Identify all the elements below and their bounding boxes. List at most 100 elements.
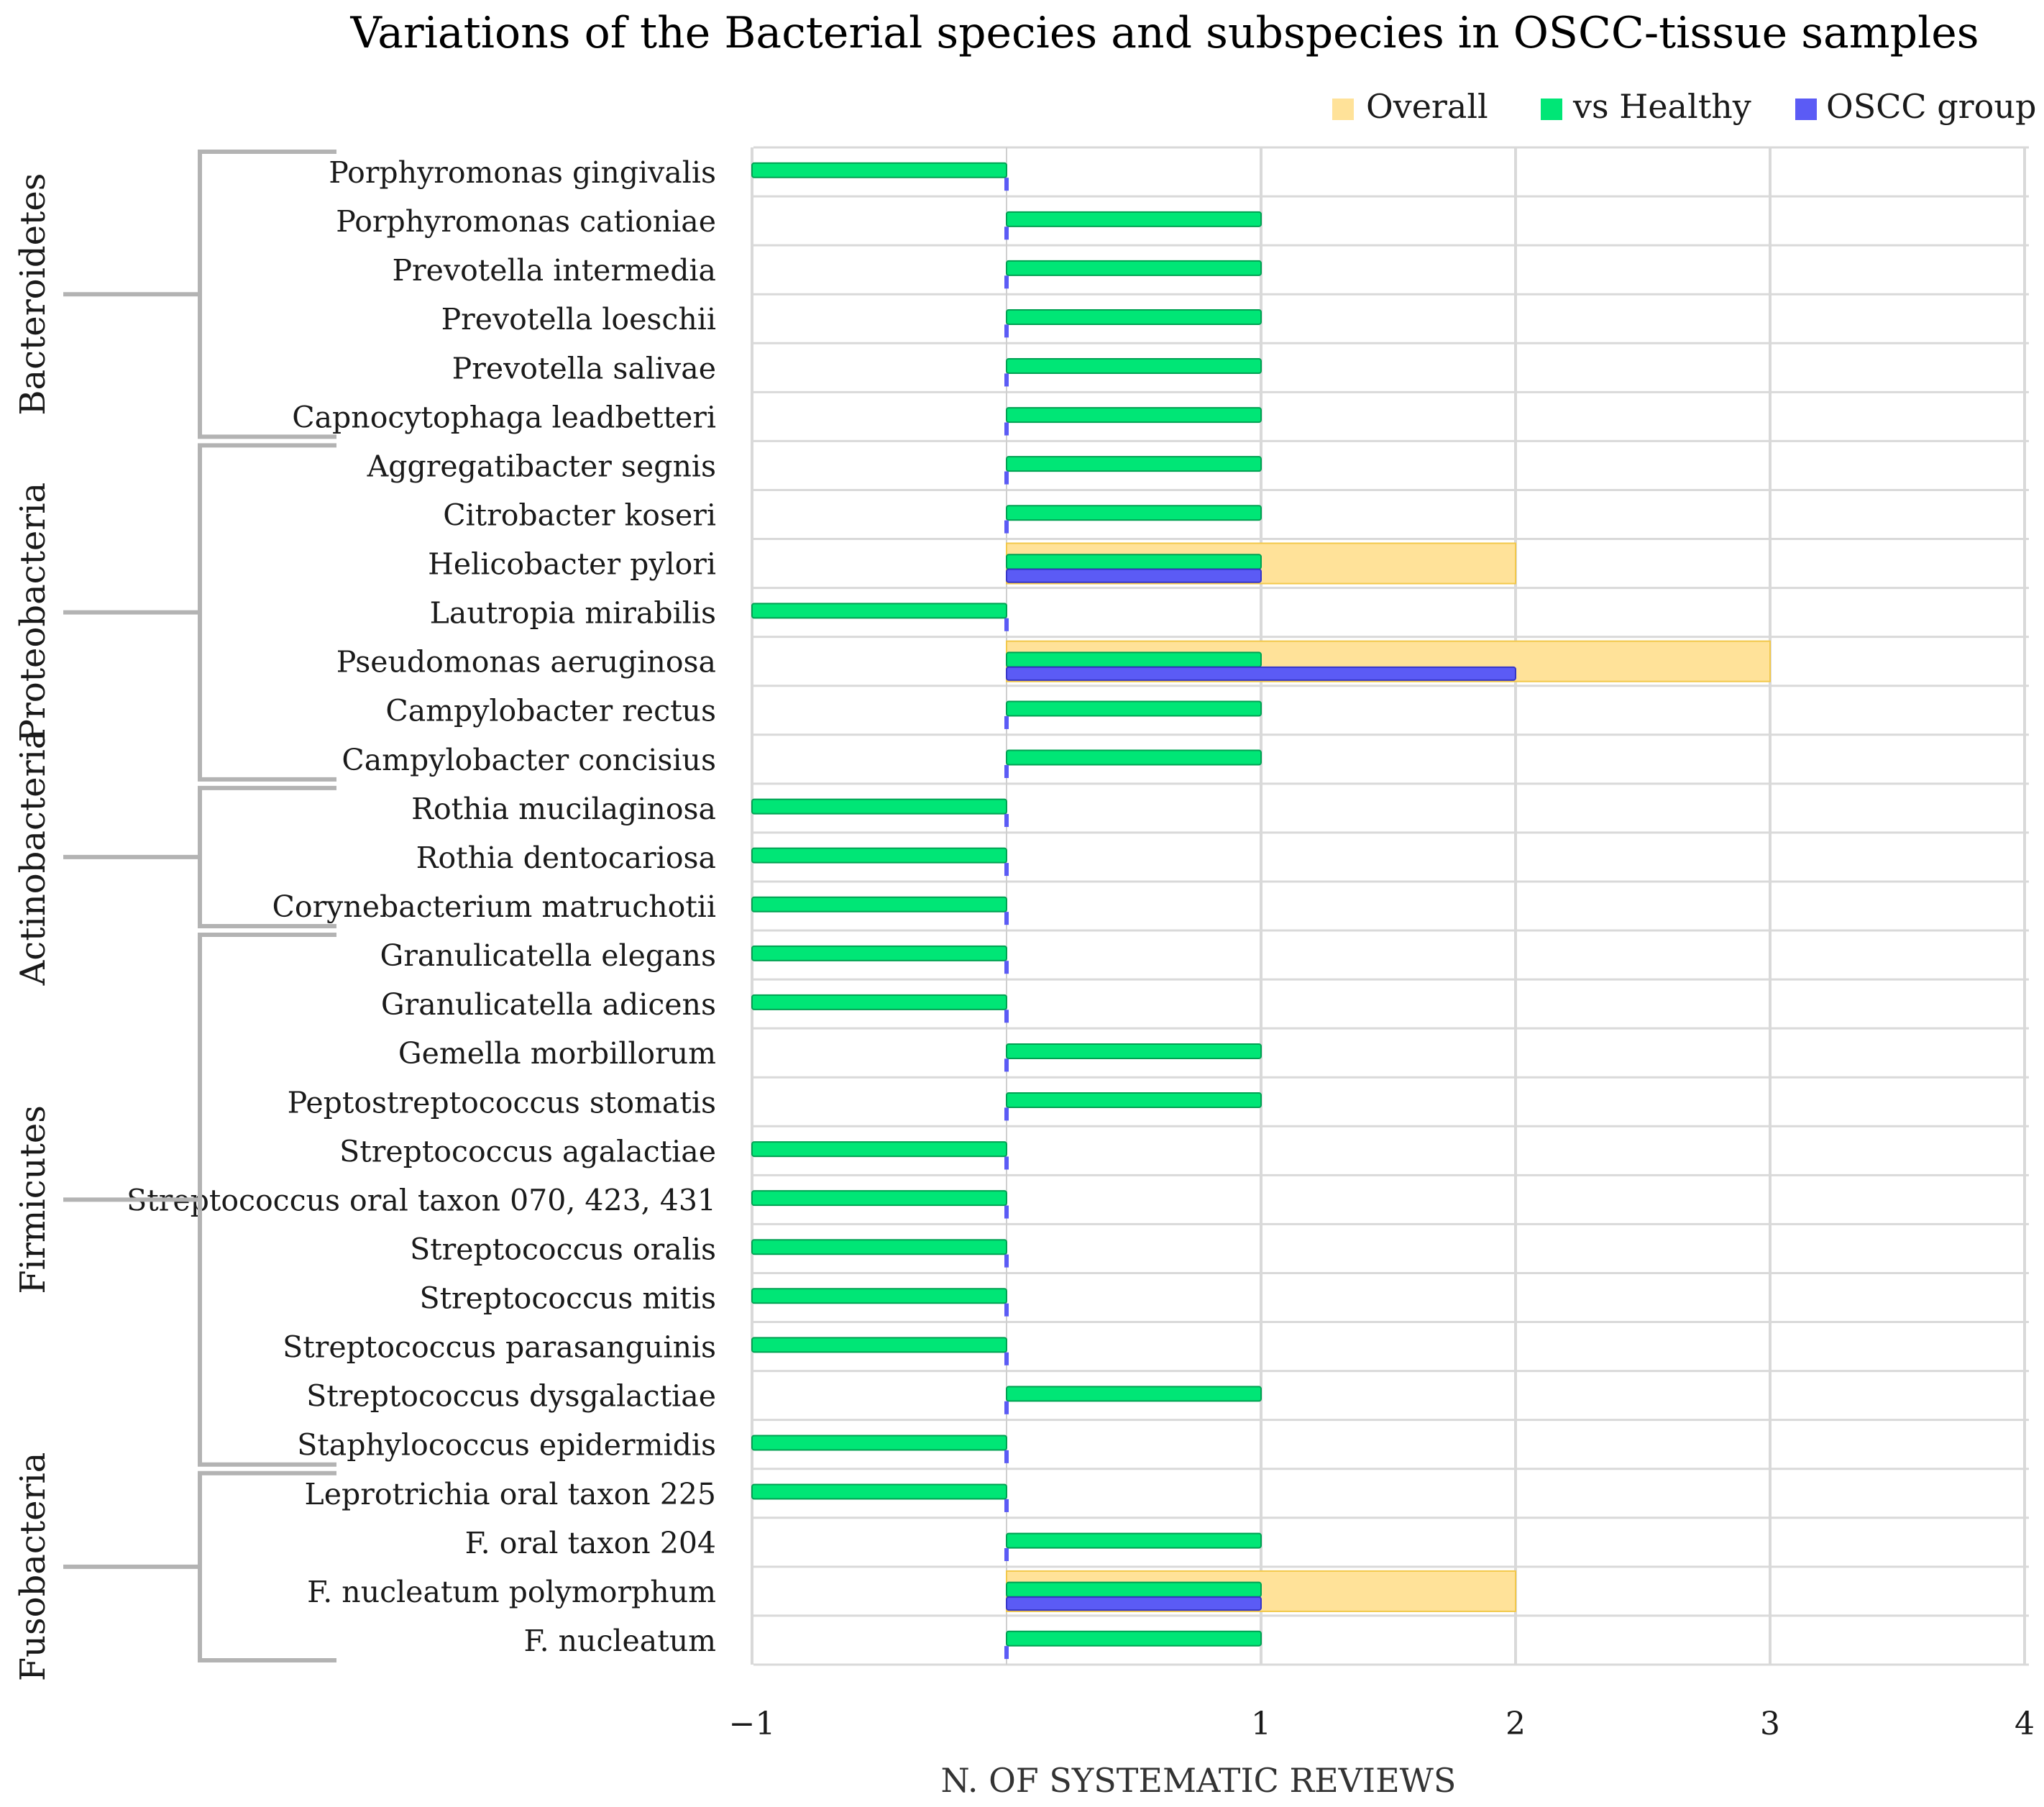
bar-vs-healthy-prevotella-loeschii [1006, 308, 1262, 325]
bar-vs-healthy-streptococcus-parasanguinis [751, 1337, 1007, 1353]
category-label-gemella-morbillorum: Gemella morbillorum [398, 1036, 716, 1071]
bar-oscc-group-streptococcus-parasanguinis [1004, 1352, 1009, 1365]
category-label-corynebacterium-matruchotii: Corynebacterium matruchotii [272, 889, 716, 924]
bar-oscc-group-staphylococcus-epidermidis [1004, 1450, 1009, 1463]
category-label-porphyromonas-cationiae: Porphyromonas cationiae [336, 204, 716, 239]
bar-oscc-group-campylobacter-rectus [1004, 715, 1009, 729]
category-label-streptococcus-dysgalactiae: Streptococcus dysgalactiae [306, 1379, 716, 1414]
category-label-f-oral-taxon-204: F. oral taxon 204 [465, 1526, 716, 1560]
bar-oscc-group-prevotella-loeschii [1004, 324, 1009, 338]
category-label-citrobacter-koseri: Citrobacter koseri [443, 498, 716, 532]
bar-vs-healthy-prevotella-intermedia [1006, 260, 1262, 276]
bar-oscc-group-streptococcus-agalactiae [1004, 1156, 1009, 1170]
category-label-granulicatella-elegans: Granulicatella elegans [380, 938, 716, 973]
bar-vs-healthy-citrobacter-koseri [1006, 505, 1262, 521]
x-tick-label-2: 2 [1505, 1706, 1526, 1742]
category-label-pseudomonas-aeruginosa: Pseudomonas aeruginosa [336, 645, 716, 680]
category-label-peptostreptococcus-stomatis: Peptostreptococcus stomatis [288, 1085, 716, 1120]
bar-vs-healthy-campylobacter-concisius [1006, 749, 1262, 766]
category-label-streptococcus-oralis: Streptococcus oralis [410, 1232, 716, 1266]
category-label-streptococcus-oral-taxon-070-423-431: Streptococcus oral taxon 070, 423, 431 [127, 1183, 716, 1217]
bar-oscc-group-citrobacter-koseri [1004, 520, 1009, 534]
bar-oscc-group-streptococcus-oral-taxon-070-423-431 [1004, 1205, 1009, 1219]
legend-label-overall: Overall [1366, 87, 1488, 126]
category-label-staphylococcus-epidermidis: Staphylococcus epidermidis [297, 1428, 716, 1463]
category-label-aggregatibacter-segnis: Aggregatibacter segnis [367, 449, 716, 483]
category-label-prevotella-salivae: Prevotella salivae [452, 351, 716, 385]
category-label-capnocytophaga-leadbetteri: Capnocytophaga leadbetteri [292, 400, 716, 434]
bar-oscc-group-porphyromonas-gingivalis [1004, 178, 1009, 191]
bar-vs-healthy-porphyromonas-cationiae [1006, 211, 1262, 227]
bar-oscc-group-streptococcus-oralis [1004, 1254, 1009, 1268]
bar-oscc-group-streptococcus-dysgalactiae [1004, 1401, 1009, 1414]
category-label-f-nucleatum-polymorphum: F. nucleatum polymorphum [307, 1575, 716, 1609]
bar-oscc-group-rothia-dentocariosa [1004, 863, 1009, 877]
bar-vs-healthy-streptococcus-dysgalactiae [1006, 1386, 1262, 1402]
category-label-rothia-mucilaginosa: Rothia mucilaginosa [411, 792, 716, 826]
category-label-leprotrichia-oral-taxon-225: Leprotrichia oral taxon 225 [305, 1477, 716, 1511]
bars [751, 162, 1771, 1660]
category-label-helicobacter-pylori: Helicobacter pylori [428, 547, 716, 582]
bar-vs-healthy-streptococcus-agalactiae [751, 1141, 1007, 1158]
legend: Overall vs Healthy OSCC group [1332, 87, 2036, 126]
bar-vs-healthy-prevotella-salivae [1006, 358, 1262, 375]
x-axis-label: N. OF SYSTEMATIC REVIEWS [941, 1761, 1457, 1800]
bar-vs-healthy-campylobacter-rectus [1006, 700, 1262, 717]
bar-vs-healthy-staphylococcus-epidermidis [751, 1435, 1007, 1451]
group-label-fusobacteria: Fusobacteria [13, 1453, 53, 1682]
bar-vs-healthy-peptostreptococcus-stomatis [1006, 1092, 1262, 1109]
legend-label-vs-healthy: vs Healthy [1572, 87, 1751, 126]
group-bracket-proteobacteria [198, 443, 336, 782]
group-brackets: Bacteroidetes ProteobacteriaActinobacteri… [13, 150, 336, 1682]
bar-oscc-group-granulicatella-adicens [1004, 1010, 1009, 1023]
bar-vs-healthy-gemella-morbillorum [1006, 1043, 1262, 1059]
category-label-campylobacter-rectus: Campylobacter rectus [385, 694, 716, 728]
category-label-streptococcus-agalactiae: Streptococcus agalactiae [339, 1134, 716, 1168]
legend-label-oscc-group: OSCC group [1826, 87, 2036, 126]
bar-vs-healthy-porphyromonas-gingivalis [751, 162, 1007, 178]
bar-vs-healthy-granulicatella-elegans [751, 945, 1007, 961]
bar-oscc-group-granulicatella-elegans [1004, 961, 1009, 974]
x-tick-label-1: 1 [1251, 1706, 1271, 1742]
bar-oscc-group-prevotella-salivae [1004, 373, 1009, 387]
bar-vs-healthy-granulicatella-adicens [751, 994, 1007, 1010]
chart-title: Variations of the Bacterial species and … [349, 8, 1979, 58]
bar-oscc-group-leprotrichia-oral-taxon-225 [1004, 1499, 1009, 1512]
bar-oscc-group-gemella-morbillorum [1004, 1058, 1009, 1072]
bar-vs-healthy-corynebacterium-matruchotii [751, 896, 1007, 912]
group-bracket-bacteroidetes [198, 150, 336, 439]
bar-oscc-group-pseudomonas-aeruginosa [1006, 666, 1516, 681]
category-label-streptococcus-mitis: Streptococcus mitis [419, 1281, 716, 1316]
bar-oscc-group-lautropia-mirabilis [1004, 618, 1009, 631]
legend-swatch-oscc-group [1795, 99, 1817, 120]
bar-vs-healthy-f-nucleatum-polymorphum [1006, 1581, 1262, 1598]
category-label-streptococcus-parasanguinis: Streptococcus parasanguinis [283, 1330, 716, 1365]
bar-oscc-group-corynebacterium-matruchotii [1004, 912, 1009, 925]
bar-vs-healthy-lautropia-mirabilis [751, 603, 1007, 619]
category-label-prevotella-loeschii: Prevotella loeschii [441, 302, 716, 337]
group-label-proteobacteria: Proteobacteria [13, 482, 53, 743]
bar-oscc-group-rothia-mucilaginosa [1004, 814, 1009, 828]
bar-oscc-group-helicobacter-pylori [1006, 568, 1262, 583]
x-axis: −1 1 2 3 4 [729, 1706, 2035, 1742]
bar-vs-healthy-streptococcus-oralis [751, 1239, 1007, 1255]
bar-vs-healthy-rothia-mucilaginosa [751, 798, 1007, 815]
category-label-prevotella-intermedia: Prevotella intermedia [392, 253, 716, 288]
category-label-lautropia-mirabilis: Lautropia mirabilis [430, 596, 716, 631]
category-label-rothia-dentocariosa: Rothia dentocariosa [416, 841, 716, 875]
bar-vs-healthy-streptococcus-oral-taxon-070-423-431 [751, 1190, 1007, 1207]
x-tick-label-1: −1 [729, 1706, 776, 1742]
bar-vs-healthy-capnocytophaga-leadbetteri [1006, 407, 1262, 424]
bar-oscc-group-peptostreptococcus-stomatis [1004, 1107, 1009, 1121]
bar-oscc-group-aggregatibacter-segnis [1004, 471, 1009, 485]
bar-oscc-group-f-nucleatum-polymorphum [1006, 1596, 1262, 1611]
bar-vs-healthy-helicobacter-pylori [1006, 554, 1262, 570]
bar-vs-healthy-rothia-dentocariosa [751, 847, 1007, 864]
x-tick-label-3: 3 [1760, 1706, 1780, 1742]
x-tick-label-4: 4 [2015, 1706, 2035, 1742]
category-label-campylobacter-concisius: Campylobacter concisius [342, 743, 716, 777]
bar-oscc-group-campylobacter-concisius [1004, 764, 1009, 778]
bar-vs-healthy-f-nucleatum [1006, 1630, 1262, 1647]
